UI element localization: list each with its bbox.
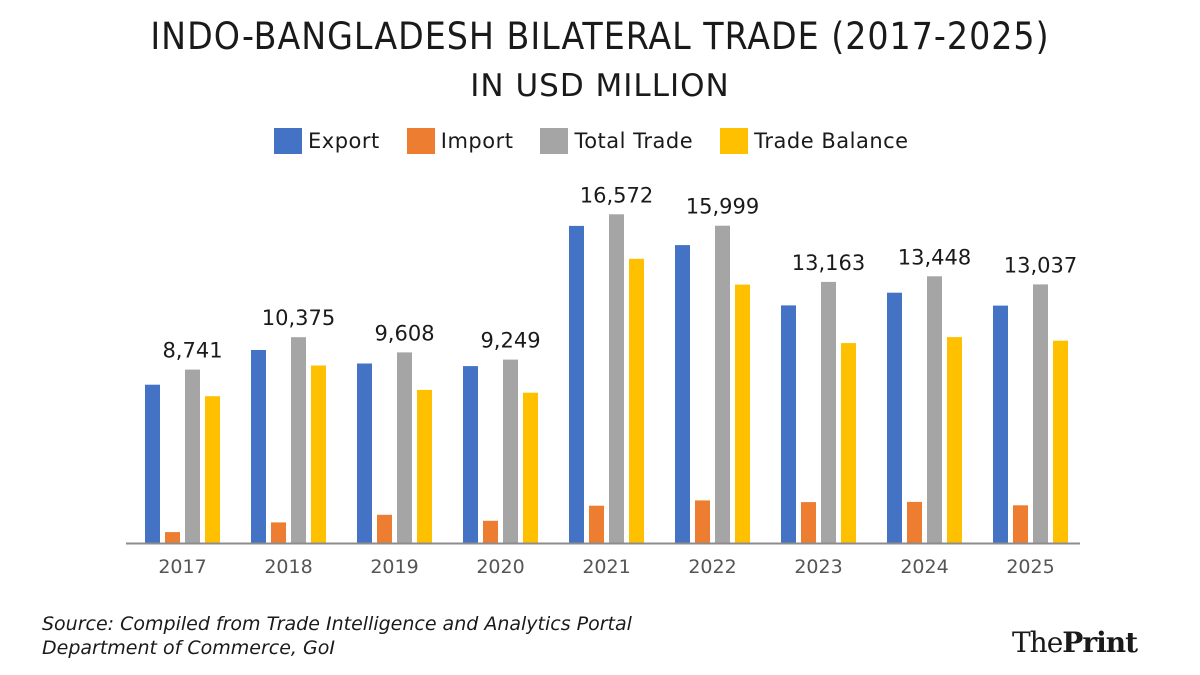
bar-trade-balance-2023 — [841, 343, 856, 543]
bar-chart: 8,741 2017 10,375 2018 9,608 2019 9,249 2020 16,… — [126, 183, 1080, 578]
legend-label: Import — [440, 129, 514, 153]
data-label-2025: 13,037 — [1004, 253, 1077, 277]
data-label-2017: 8,741 — [162, 339, 222, 363]
chart-subtitle: IN USD MILLION — [470, 68, 730, 104]
data-label-2020: 9,249 — [480, 329, 540, 353]
legend-item-import: Import — [406, 128, 514, 154]
bar-trade-balance-2022 — [735, 284, 750, 543]
bar-export-2020 — [463, 366, 478, 543]
bar-total-trade-2025 — [1033, 284, 1048, 543]
legend-item-trade-balance: Trade Balance — [720, 128, 908, 154]
bar-trade-balance-2025 — [1053, 340, 1068, 543]
bar-total-trade-2020 — [503, 359, 518, 543]
bar-import-2020 — [483, 520, 498, 543]
legend-label: Trade Balance — [754, 129, 909, 153]
bar-trade-balance-2018 — [311, 365, 326, 543]
data-label-2019: 9,608 — [374, 321, 434, 345]
legend-label: Total Trade — [574, 129, 694, 153]
bar-import-2019 — [377, 514, 392, 543]
x-tick-label-2019: 2019 — [370, 556, 418, 578]
x-tick-label-2017: 2017 — [158, 556, 206, 578]
x-tick-label-2021: 2021 — [582, 556, 630, 578]
legend-item-export: Export — [274, 128, 380, 154]
bar-total-trade-2021 — [609, 214, 624, 544]
x-tick-label-2023: 2023 — [794, 556, 842, 578]
bar-import-2017 — [165, 532, 180, 543]
legend: Export Import Total Trade Trade Balance — [274, 125, 936, 157]
legend-item-total-trade: Total Trade — [540, 128, 693, 154]
theprint-logo: ThePrint — [1012, 626, 1138, 659]
data-label-2023: 13,163 — [792, 251, 865, 275]
bar-trade-balance-2019 — [417, 389, 432, 543]
bar-total-trade-2017 — [185, 369, 200, 543]
x-tick-label-2022: 2022 — [688, 556, 736, 578]
logo-part-the: The — [1012, 626, 1063, 659]
legend-swatch — [274, 128, 302, 154]
bar-export-2021 — [569, 225, 584, 543]
data-label-2024: 13,448 — [898, 245, 971, 269]
source-line-2: Department of Commerce, GoI — [42, 637, 335, 659]
bar-total-trade-2024 — [927, 276, 942, 543]
legend-swatch — [720, 128, 749, 154]
bar-export-2019 — [357, 363, 372, 543]
bar-import-2024 — [907, 501, 922, 543]
legend-swatch — [406, 128, 435, 154]
bar-export-2025 — [993, 305, 1008, 543]
bar-import-2025 — [1013, 505, 1028, 543]
bar-total-trade-2018 — [291, 337, 306, 543]
bar-import-2018 — [271, 522, 286, 543]
bar-trade-balance-2017 — [205, 396, 220, 543]
data-label-2021: 16,572 — [580, 183, 653, 207]
legend-label: Export — [308, 129, 380, 153]
source-line-1: Source: Compiled from Trade Intelligence… — [42, 613, 632, 635]
chart-title: INDO-BANGLADESH BILATERAL TRADE (2017-20… — [150, 15, 1050, 58]
data-label-2022: 15,999 — [686, 195, 759, 219]
bar-trade-balance-2024 — [947, 337, 962, 543]
bar-total-trade-2023 — [821, 281, 836, 543]
x-tick-label-2025: 2025 — [1006, 556, 1054, 578]
bar-export-2024 — [887, 292, 902, 543]
bar-import-2021 — [589, 505, 604, 543]
bar-export-2022 — [675, 245, 690, 543]
bar-trade-balance-2021 — [629, 258, 644, 543]
bar-import-2022 — [695, 500, 710, 543]
legend-swatch — [540, 128, 569, 154]
x-tick-label-2024: 2024 — [900, 556, 948, 578]
data-label-2018: 10,375 — [262, 306, 335, 330]
bar-total-trade-2019 — [397, 352, 412, 543]
x-tick-label-2018: 2018 — [264, 556, 312, 578]
bar-total-trade-2022 — [715, 225, 730, 543]
bar-import-2023 — [801, 502, 816, 543]
bar-export-2017 — [145, 384, 160, 543]
bar-export-2023 — [781, 305, 796, 543]
source-note: Source: Compiled from Trade Intelligence… — [42, 612, 632, 660]
bar-trade-balance-2020 — [523, 392, 538, 543]
x-tick-label-2020: 2020 — [476, 556, 524, 578]
logo-part-print: Print — [1062, 626, 1138, 659]
bar-export-2018 — [251, 350, 266, 543]
